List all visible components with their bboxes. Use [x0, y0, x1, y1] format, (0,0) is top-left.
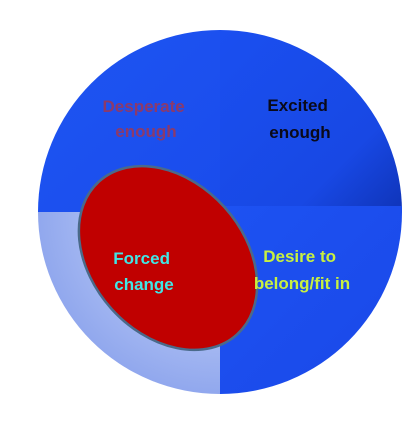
- quadrant-top-right-label: Excited enough: [267, 96, 332, 142]
- quadrant-top-left-label: Desperate enough: [103, 97, 190, 141]
- quadrant-top-right: [220, 30, 402, 212]
- quadrant-bottom-right-label: Desire to belong/fit in: [254, 247, 350, 293]
- center-ellipse: [77, 164, 259, 352]
- center-label: Forced change: [113, 249, 174, 294]
